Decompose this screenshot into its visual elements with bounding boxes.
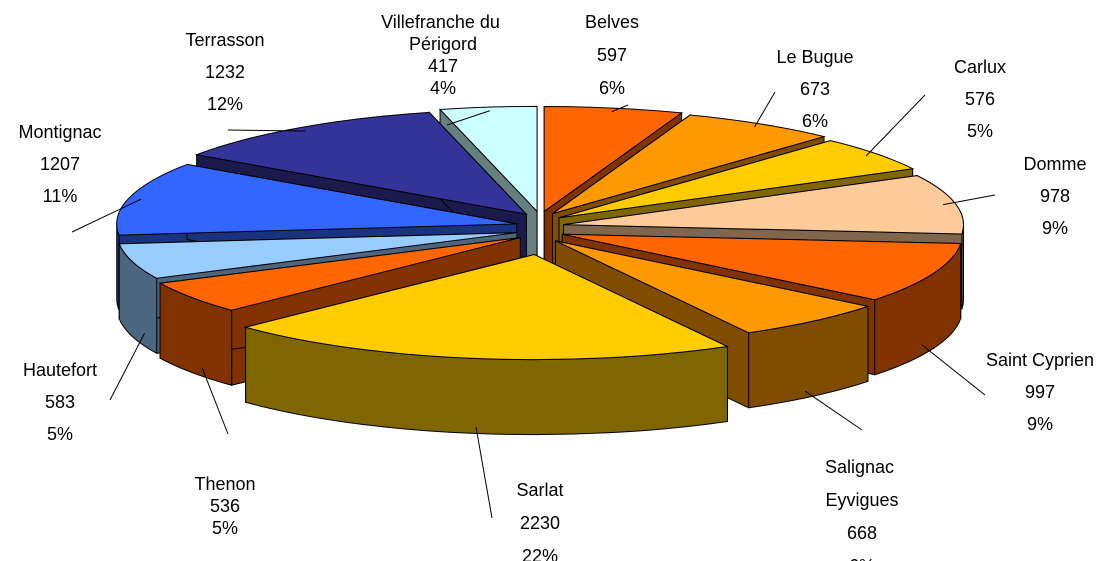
data-label-name: Domme xyxy=(1023,154,1086,174)
data-label-percent: 22% xyxy=(522,546,558,561)
data-label-name: Salignac Eyvigues xyxy=(825,457,899,510)
leader-line xyxy=(611,104,629,113)
leader-line xyxy=(475,427,493,519)
data-label-name: Montignac xyxy=(18,122,101,142)
data-label-percent: 6% xyxy=(802,111,828,131)
slice-side xyxy=(961,224,965,310)
leader-line xyxy=(943,194,996,206)
slice xyxy=(243,253,730,436)
data-label-percent: 9% xyxy=(1042,218,1068,238)
leader-line xyxy=(754,91,776,128)
data-label-value: 576 xyxy=(965,89,995,109)
data-label-name: Le Bugue xyxy=(776,47,853,67)
data-label-name: Villefranche du Périgord xyxy=(381,12,505,54)
data-label-value: 583 xyxy=(45,392,75,412)
data-label-percent: 6% xyxy=(599,78,625,98)
slice-top xyxy=(158,237,521,311)
leader-line xyxy=(446,110,490,126)
slice-top xyxy=(438,105,538,213)
slice-top xyxy=(552,114,827,215)
slice-top xyxy=(563,175,965,235)
leader-line xyxy=(804,390,863,431)
data-label-name: Sarlat xyxy=(516,480,563,500)
slice-top xyxy=(243,254,730,361)
data-label-value: 597 xyxy=(597,45,627,65)
slice-side xyxy=(116,223,120,311)
leader-line xyxy=(201,367,229,435)
data-label-value: 417 xyxy=(428,56,458,76)
data-label-percent: 9% xyxy=(1027,414,1053,434)
data-label-value: 673 xyxy=(800,79,830,99)
data-label-value: 1207 xyxy=(40,154,80,174)
slice-top xyxy=(118,232,517,279)
data-label-name: Hautefort xyxy=(23,360,97,380)
slice-top xyxy=(562,233,962,301)
data-label-percent: 5% xyxy=(47,424,73,444)
slice-top xyxy=(543,105,684,213)
leader-line xyxy=(227,129,306,132)
data-label-percent: 6% xyxy=(849,556,875,561)
data-label-percent: 5% xyxy=(212,518,238,538)
data-label-percent: 5% xyxy=(967,121,993,141)
data-label-name: Terrasson xyxy=(185,30,264,50)
data-label-name: Thenon xyxy=(194,474,255,494)
data-label-name: Saint Cyprien xyxy=(986,350,1094,370)
leader-line xyxy=(921,344,986,396)
data-label-percent: 12% xyxy=(207,94,243,114)
data-label-value: 536 xyxy=(210,496,240,516)
pie xyxy=(116,105,965,436)
leader-line xyxy=(865,94,926,157)
data-label-value: 978 xyxy=(1040,186,1070,206)
leader-line xyxy=(71,198,142,233)
leader-line xyxy=(109,332,146,401)
slice-top xyxy=(116,163,517,236)
data-label-value: 997 xyxy=(1025,382,1055,402)
data-label-value: 2230 xyxy=(520,513,560,533)
data-label-name: Belves xyxy=(585,12,639,32)
data-label-percent: 11% xyxy=(43,186,78,206)
data-label-value: 1232 xyxy=(205,62,245,82)
data-label-percent: 4% xyxy=(430,78,456,98)
data-label-value: 668 xyxy=(847,523,877,543)
data-label-name: Carlux xyxy=(954,57,1006,77)
slice-top xyxy=(555,240,870,334)
slice-top xyxy=(194,111,528,215)
slice-top xyxy=(558,140,915,219)
